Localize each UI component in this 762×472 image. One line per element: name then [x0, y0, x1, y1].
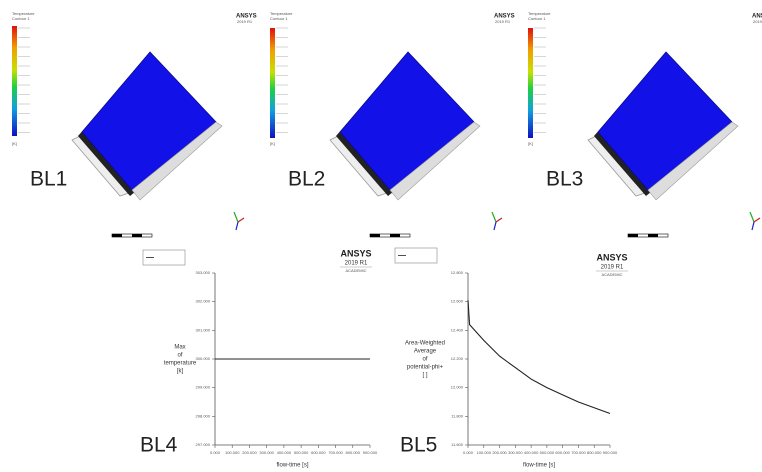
x-tick-label: 200.000 — [242, 450, 257, 455]
x-tick-label: 800.000 — [587, 450, 602, 455]
triad-axis — [752, 222, 754, 230]
x-tick-label: 400.000 — [524, 450, 539, 455]
y-tick-label: 11.600 — [451, 442, 464, 447]
triad-axis — [750, 212, 754, 222]
triad-axis — [236, 222, 238, 230]
scale-bar-fill — [628, 234, 638, 237]
triad-axis — [496, 218, 502, 222]
logo-version: 2019 R1 — [601, 265, 624, 271]
y-tick-label: 12.200 — [451, 356, 464, 361]
legend-subtitle: Contour 1 — [270, 16, 288, 21]
y-tick-label: 300.000 — [196, 356, 211, 361]
x-tick-label: 300.000 — [508, 450, 523, 455]
panel-label: BL4 — [140, 434, 178, 457]
panel-label: BL2 — [288, 168, 325, 191]
x-tick-label: 200.000 — [492, 450, 507, 455]
y-tick-label: 302.000 — [196, 299, 211, 304]
triad-axis — [754, 218, 760, 222]
x-tick-label: 300.000 — [259, 450, 274, 455]
x-tick-label: 500.000 — [294, 450, 309, 455]
data-line — [468, 300, 610, 413]
logo-edition: ACADEMIC — [601, 272, 622, 277]
x-axis-label: flow-time [s] — [523, 463, 555, 469]
x-tick-label: 0.000 — [463, 450, 474, 455]
x-axis-label: flow-time [s] — [276, 463, 308, 469]
y-tick-label: 12.800 — [451, 270, 464, 275]
y-tick-label: 12.400 — [451, 327, 464, 332]
logo-version: 2019 R1 — [237, 19, 253, 24]
color-bar — [12, 26, 17, 136]
y-axis-label: Area-Weighted — [405, 341, 445, 347]
color-bar — [270, 28, 275, 138]
triad-axis — [494, 222, 496, 230]
logo: ANSYS — [340, 248, 371, 258]
x-tick-label: 700.000 — [328, 450, 343, 455]
color-bar — [528, 28, 533, 138]
scale-bar-fill — [370, 234, 380, 237]
legend-subtitle: Contour 1 — [528, 16, 546, 21]
x-tick-label: 900.000 — [603, 450, 618, 455]
legend-unit: [K] — [12, 141, 17, 146]
logo-version: 2019 R1 — [753, 19, 762, 24]
logo-edition: ACADEMIC — [345, 268, 366, 273]
panel-label: BL5 — [400, 434, 437, 457]
y-axis-label: [ ] — [422, 373, 427, 379]
legend-unit: [K] — [528, 141, 533, 146]
y-axis-label: [k] — [177, 369, 184, 375]
x-tick-label: 800.000 — [346, 450, 361, 455]
x-tick-label: 500.000 — [540, 450, 555, 455]
logo-version: 2019 R1 — [345, 261, 368, 267]
x-tick-label: 100.000 — [477, 450, 492, 455]
legend-subtitle: Contour 1 — [12, 16, 30, 21]
x-tick-label: 0.000 — [210, 450, 221, 455]
triad-axis — [238, 218, 244, 222]
scale-bar-fill — [132, 234, 142, 237]
y-axis-label: of — [422, 357, 427, 363]
y-axis-label: Max — [174, 345, 185, 351]
logo: ANSYS — [596, 252, 627, 262]
y-axis-label: of — [177, 353, 182, 359]
triad-axis — [492, 212, 496, 222]
panel-label: BL1 — [30, 168, 67, 191]
y-tick-label: 11.800 — [451, 413, 464, 418]
y-axis-label: Average — [414, 349, 437, 355]
panel-label: BL3 — [546, 168, 583, 191]
legend-unit: [K] — [270, 141, 275, 146]
x-tick-label: 100.000 — [225, 450, 240, 455]
y-axis-label: potential-phi+ — [407, 365, 444, 371]
y-tick-label: 12.600 — [451, 299, 464, 304]
y-tick-label: 12.000 — [451, 385, 464, 390]
y-tick-label: 298.000 — [196, 413, 211, 418]
x-tick-label: 600.000 — [311, 450, 326, 455]
scale-bar-fill — [390, 234, 400, 237]
logo-version: 2019 R1 — [495, 19, 511, 24]
triad-axis — [234, 212, 238, 222]
scale-bar-fill — [112, 234, 122, 237]
figure: TemperatureContour 1[K]BL1ANSYS2019 R1Te… — [0, 0, 762, 472]
x-tick-label: 600.000 — [555, 450, 570, 455]
x-tick-label: 400.000 — [277, 450, 292, 455]
y-axis-label: temperature — [164, 361, 197, 367]
scale-bar-fill — [648, 234, 658, 237]
y-tick-label: 301.000 — [196, 327, 211, 332]
y-tick-label: 299.000 — [196, 385, 211, 390]
x-tick-label: 700.000 — [571, 450, 586, 455]
x-tick-label: 900.000 — [363, 450, 378, 455]
y-tick-label: 303.000 — [196, 270, 211, 275]
y-tick-label: 297.000 — [196, 442, 211, 447]
